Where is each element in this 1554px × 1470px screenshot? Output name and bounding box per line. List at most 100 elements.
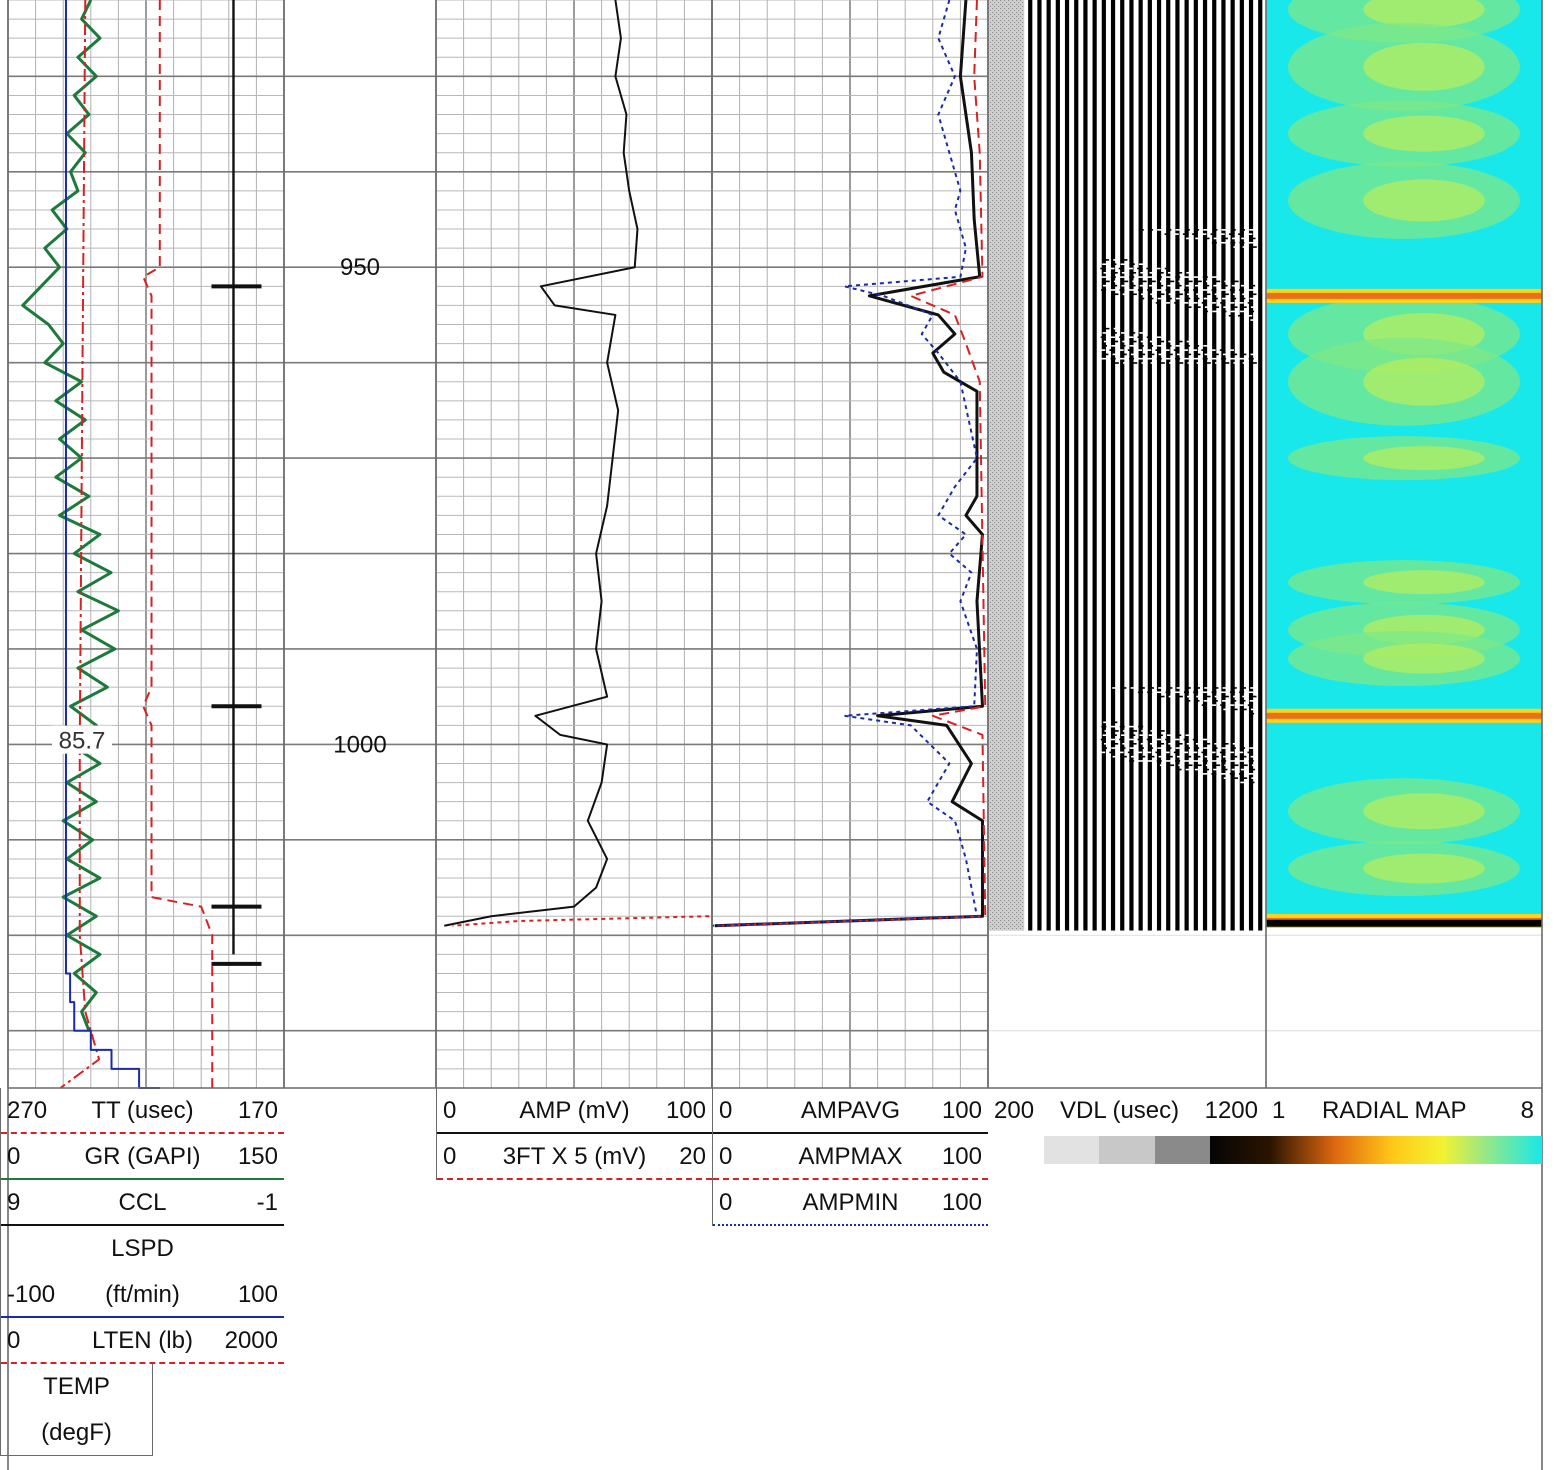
vdl-noise (1222, 353, 1228, 356)
vdl-noise (1239, 357, 1245, 360)
temp-marker-box (52, 725, 112, 754)
vdl-stripe (1258, 0, 1263, 931)
vdl-noise (1110, 738, 1115, 741)
vdl-noise (1174, 289, 1180, 291)
vdl-noise (1210, 349, 1216, 351)
vdl-noise (1128, 336, 1134, 339)
vdl-noise (1183, 691, 1189, 694)
vdl-noise (1137, 289, 1143, 291)
vdl-noise (1221, 229, 1227, 231)
vdl-noise (1113, 327, 1119, 330)
vdl-noise (1120, 345, 1126, 347)
vdl-noise (1229, 751, 1235, 754)
vdl-noise (1214, 293, 1220, 296)
vdl-noise (1230, 229, 1236, 231)
header-max-value: 100 (941, 1097, 982, 1124)
vdl-noise (1241, 237, 1247, 240)
vdl-noise (1194, 229, 1199, 231)
vdl-noise (1224, 280, 1230, 283)
vdl-noise (1119, 336, 1125, 339)
vdl-noise (1112, 721, 1118, 724)
vdl-noise (1250, 708, 1256, 711)
vdl-noise (1177, 742, 1183, 745)
vdl-noise (1187, 695, 1193, 698)
header-line-swatch (1, 1132, 284, 1134)
vdl-stripe (1156, 0, 1162, 931)
vdl-noise (1147, 760, 1153, 762)
vdl-noise (1167, 284, 1173, 287)
vdl-noise (1233, 293, 1239, 296)
vdl-noise (1127, 751, 1133, 754)
vdl-noise (1239, 760, 1245, 762)
vdl-noise (1220, 773, 1226, 775)
vdl-noise (1203, 700, 1209, 702)
vdl-noise (1121, 755, 1127, 758)
vdl-noise (1249, 747, 1255, 749)
header-curve-name: LTEN (lb) (92, 1327, 193, 1354)
vdl-noise (1113, 340, 1119, 343)
vdl-noise (1194, 345, 1200, 347)
vdl-stripe (1110, 0, 1116, 931)
vdl-noise (1211, 704, 1216, 706)
header-min-value: 0 (443, 1097, 457, 1124)
vdl-stripe (1147, 0, 1152, 931)
vdl-noise (1205, 742, 1211, 745)
vdl-stripe (1202, 0, 1208, 931)
vdl-noise (1183, 349, 1188, 351)
header-curve-name: AMPMIN (802, 1189, 899, 1216)
header-max-value: 100 (941, 1143, 982, 1170)
vdl-noise (1122, 340, 1128, 343)
header-min-value: 0 (7, 1327, 21, 1354)
vdl-noise (1238, 233, 1244, 235)
vdl-noise (1101, 276, 1107, 278)
vdl-noise (1141, 293, 1147, 296)
vdl-noise (1241, 708, 1247, 711)
vdl-noise (1240, 700, 1246, 702)
vdl-noise (1112, 272, 1118, 274)
vdl-noise (1167, 734, 1173, 736)
vdl-noise (1127, 267, 1133, 270)
vdl-noise (1195, 353, 1201, 356)
vdl-noise (1238, 704, 1244, 706)
vdl-noise (1148, 747, 1154, 749)
vdl-noise (1140, 353, 1146, 356)
vdl-noise (1146, 336, 1152, 339)
vdl-noise (1175, 229, 1181, 231)
vdl-noise (1240, 284, 1246, 287)
radial-yellow-band (1363, 179, 1485, 222)
vdl-noise (1232, 777, 1238, 779)
vdl-noise (1111, 332, 1117, 334)
vdl-noise (1202, 276, 1208, 278)
header-curve-name: AMPMAX (798, 1143, 903, 1170)
vdl-noise (1205, 293, 1211, 296)
vdl-noise (1212, 229, 1218, 231)
vdl-noise (1248, 773, 1254, 775)
vdl-noise (1187, 764, 1193, 767)
vdl-noise (1212, 276, 1218, 278)
vdl-noise (1231, 284, 1237, 287)
vdl-noise (1242, 362, 1248, 364)
vdl-noise (1149, 742, 1155, 745)
vdl-stripe (1083, 0, 1088, 931)
vdl-noise (1159, 362, 1165, 364)
vdl-noise (1169, 764, 1175, 767)
header-line-swatch (1, 1316, 284, 1318)
vdl-noise (1201, 751, 1207, 754)
vdl-noise (1102, 747, 1108, 749)
vdl-noise (1149, 340, 1155, 343)
vdl-noise (1204, 755, 1210, 758)
vdl-noise (1137, 691, 1143, 694)
vdl-noise (1185, 297, 1191, 300)
vdl-noise (1150, 362, 1156, 364)
vdl-noise (1131, 742, 1137, 745)
vdl-noise (1250, 768, 1256, 771)
header-track6: 1 RADIAL MAP 8 (1266, 1088, 1542, 1134)
vdl-noise (1186, 755, 1192, 758)
vdl-noise (1221, 357, 1227, 360)
vdl-noise (1129, 747, 1135, 749)
vdl-noise (1239, 241, 1245, 244)
vdl-noise (1130, 734, 1136, 736)
vdl-noise (1201, 349, 1207, 351)
vdl-noise (1175, 345, 1181, 347)
vdl-noise (1146, 349, 1152, 351)
